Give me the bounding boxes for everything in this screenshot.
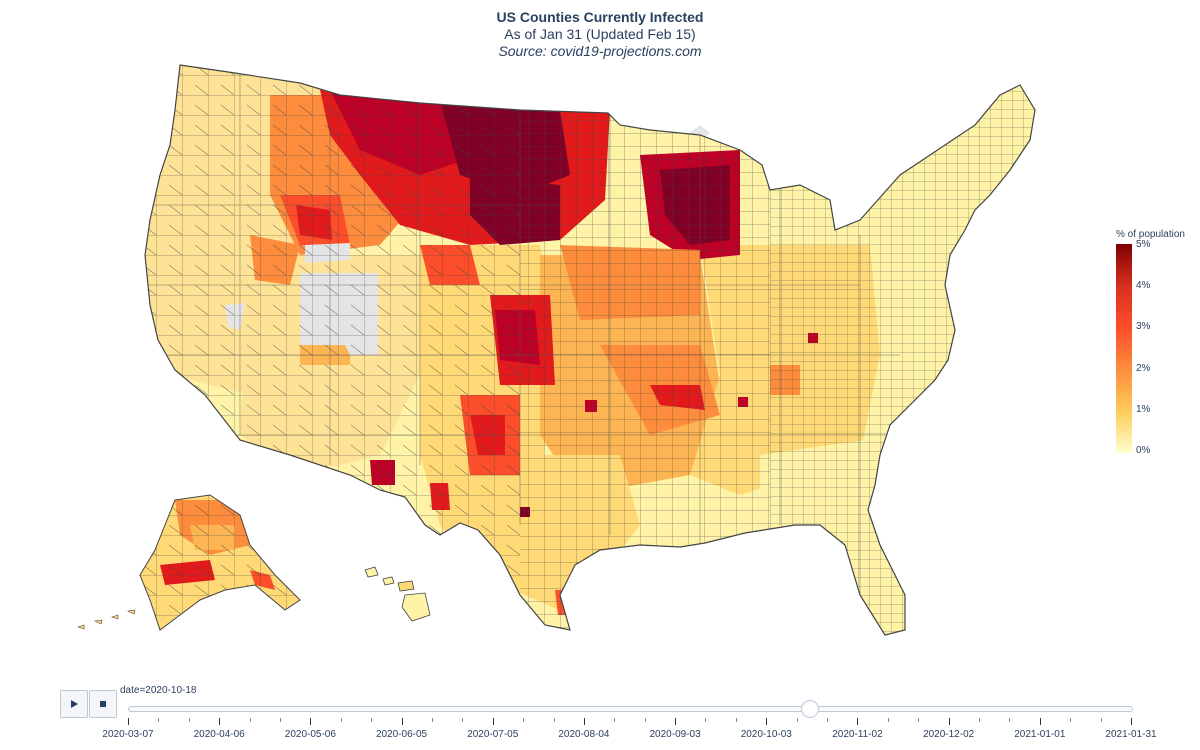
- date-slider-handle[interactable]: [801, 700, 820, 718]
- slider-minor-tick: [887, 718, 889, 722]
- slider-minor-tick: [249, 718, 251, 722]
- slider-minor-tick: [827, 718, 829, 722]
- slider-tick-label[interactable]: 2020-07-05: [467, 729, 519, 740]
- play-icon: [71, 700, 78, 708]
- us-county-choropleth-map[interactable]: [0, 55, 1100, 645]
- current-date-label: date=2020-10-18: [120, 685, 197, 696]
- slider-major-tick: [1131, 718, 1132, 725]
- legend-tick-1: 1%: [1136, 404, 1151, 415]
- slider-major-tick: [310, 718, 312, 725]
- slider-minor-tick: [158, 718, 160, 722]
- slider-minor-tick: [918, 718, 920, 722]
- slider-minor-tick: [462, 718, 464, 722]
- slider-minor-tick: [644, 718, 646, 722]
- stop-button[interactable]: [89, 690, 117, 718]
- legend-title: % of population: [1116, 229, 1185, 240]
- slider-tick-label[interactable]: 2020-08-04: [558, 729, 610, 740]
- slider-minor-tick: [188, 718, 190, 722]
- slider-tick-label[interactable]: 2020-12-02: [923, 729, 975, 740]
- slider-tick-label[interactable]: 2020-03-07: [102, 729, 154, 740]
- slider-major-tick: [1039, 718, 1041, 725]
- hawaii-counties[interactable]: [364, 566, 431, 622]
- chart-source: Source: covid19-projections.com: [498, 43, 702, 59]
- play-button[interactable]: [60, 690, 88, 718]
- slider-minor-tick: [340, 718, 342, 722]
- date-slider-rail[interactable]: [128, 706, 1133, 712]
- chart-title-block: US Counties Currently Infected As of Jan…: [0, 8, 1200, 60]
- slider-minor-tick: [279, 718, 281, 722]
- legend-tick-4: 4%: [1136, 280, 1151, 291]
- stop-icon: [100, 701, 106, 707]
- slider-major-tick: [766, 718, 768, 725]
- slider-minor-tick: [1070, 718, 1072, 722]
- slider-major-tick: [675, 718, 677, 725]
- legend-tick-3: 3%: [1136, 321, 1151, 332]
- legend-tick-0: 0%: [1136, 445, 1151, 456]
- chart-subtitle: As of Jan 31 (Updated Feb 15): [504, 26, 696, 42]
- slider-minor-tick: [735, 718, 737, 722]
- slider-minor-tick: [1009, 718, 1011, 722]
- slider-tick-label[interactable]: 2020-11-02: [832, 729, 883, 740]
- slider-tick-label[interactable]: 2021-01-01: [1014, 729, 1066, 740]
- legend-tick-2: 2%: [1136, 363, 1151, 374]
- aleutian-islands: [77, 609, 136, 630]
- slider-tick-label[interactable]: 2020-04-06: [193, 729, 245, 740]
- slider-major-tick: [401, 718, 403, 725]
- slider-minor-tick: [614, 718, 616, 722]
- slider-major-tick: [857, 718, 859, 725]
- slider-tick-label[interactable]: 2020-05-06: [284, 729, 336, 740]
- alaska-outline: [139, 494, 301, 631]
- slider-minor-tick: [523, 718, 525, 722]
- chart-title: US Counties Currently Infected: [496, 9, 704, 25]
- slider-major-tick: [583, 718, 585, 725]
- slider-tick-label[interactable]: 2020-10-03: [740, 729, 792, 740]
- slider-major-tick: [219, 718, 221, 725]
- slider-major-tick: [948, 718, 950, 725]
- slider-minor-tick: [431, 718, 433, 722]
- slider-major-tick: [492, 718, 494, 725]
- slider-minor-tick: [796, 718, 798, 722]
- slider-tick-label[interactable]: 2020-06-05: [375, 729, 428, 740]
- slider-tick-label[interactable]: 2021-01-31: [1105, 729, 1157, 740]
- slider-major-tick: [128, 718, 129, 725]
- alaska-counties[interactable]: [130, 485, 320, 645]
- slider-minor-tick: [979, 718, 981, 722]
- slider-minor-tick: [705, 718, 707, 722]
- colorbar: [1116, 244, 1132, 453]
- legend-tick-5: 5%: [1136, 239, 1151, 250]
- slider-minor-tick: [371, 718, 373, 722]
- slider-tick-label[interactable]: 2020-09-03: [649, 729, 701, 740]
- slider-minor-tick: [1100, 718, 1102, 722]
- colorbar-legend: % of population 5% 4% 3% 2% 1% 0%: [1112, 226, 1200, 466]
- slider-minor-tick: [553, 718, 555, 722]
